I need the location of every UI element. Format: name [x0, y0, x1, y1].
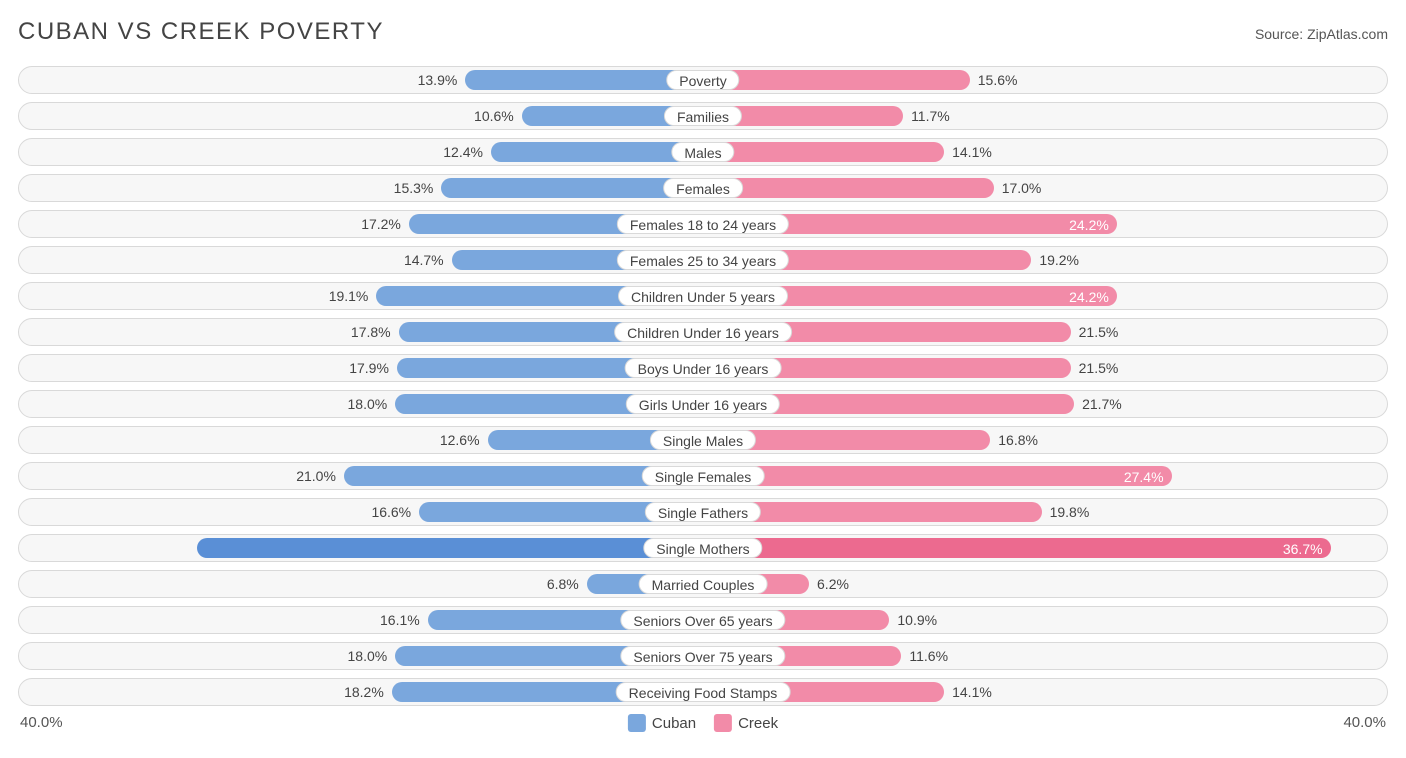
category-label: Males	[671, 142, 734, 162]
value-right: 21.5%	[1079, 355, 1119, 381]
bar-right	[703, 178, 994, 198]
legend-item-right: Creek	[714, 714, 778, 732]
bar-left: 29.6%	[197, 538, 703, 558]
category-label: Children Under 16 years	[614, 322, 792, 342]
chart-area: 13.9% 15.6% Poverty 10.6% 11.7% Families 12.4%…	[18, 66, 1388, 706]
value-right: 19.2%	[1039, 247, 1079, 273]
value-left: 6.8%	[547, 571, 579, 597]
value-left: 15.3%	[394, 175, 434, 201]
bar-row: 10.6% 11.7% Families	[18, 102, 1388, 130]
value-left: 16.1%	[380, 607, 420, 633]
category-label: Females 25 to 34 years	[617, 250, 789, 270]
bar-row: 19.1% 24.2% Children Under 5 years	[18, 282, 1388, 310]
legend-swatch-left	[628, 714, 646, 732]
value-left: 13.9%	[418, 67, 458, 93]
category-label: Poverty	[666, 70, 739, 90]
bar-right: 36.7%	[703, 538, 1331, 558]
bar-row: 17.9% 21.5% Boys Under 16 years	[18, 354, 1388, 382]
category-label: Receiving Food Stamps	[616, 682, 791, 702]
value-right: 17.0%	[1002, 175, 1042, 201]
value-right: 15.6%	[978, 67, 1018, 93]
value-left: 18.0%	[348, 643, 388, 669]
value-right: 24.2%	[1069, 214, 1109, 236]
value-right: 14.1%	[952, 139, 992, 165]
category-label: Single Females	[642, 466, 765, 486]
axis-max-right: 40.0%	[1343, 714, 1386, 731]
bar-row: 16.6% 19.8% Single Fathers	[18, 498, 1388, 526]
value-right: 36.7%	[1283, 538, 1323, 560]
category-label: Seniors Over 75 years	[620, 646, 785, 666]
value-left: 18.0%	[348, 391, 388, 417]
value-right: 21.5%	[1079, 319, 1119, 345]
value-right: 11.6%	[909, 643, 948, 669]
value-left: 17.9%	[349, 355, 389, 381]
value-right: 10.9%	[897, 607, 937, 633]
chart-footer: 40.0% Cuban Creek 40.0%	[18, 714, 1388, 744]
value-right: 11.7%	[911, 103, 950, 129]
category-label: Females 18 to 24 years	[617, 214, 789, 234]
chart-header: CUBAN VS CREEK POVERTY Source: ZipAtlas.…	[18, 18, 1388, 46]
axis-max-left: 40.0%	[20, 714, 63, 731]
category-label: Girls Under 16 years	[626, 394, 780, 414]
source-label: Source:	[1255, 26, 1303, 42]
category-label: Families	[664, 106, 742, 126]
bar-row: 12.6% 16.8% Single Males	[18, 426, 1388, 454]
value-right: 14.1%	[952, 679, 992, 705]
category-label: Single Males	[650, 430, 756, 450]
category-label: Boys Under 16 years	[625, 358, 782, 378]
value-right: 19.8%	[1050, 499, 1090, 525]
bar-row: 12.4% 14.1% Males	[18, 138, 1388, 166]
bar-row: 18.2% 14.1% Receiving Food Stamps	[18, 678, 1388, 706]
legend-label-left: Cuban	[652, 715, 696, 732]
category-label: Females	[663, 178, 743, 198]
value-left: 12.4%	[443, 139, 483, 165]
category-label: Married Couples	[639, 574, 768, 594]
bar-row: 29.6% 36.7% Single Mothers	[18, 534, 1388, 562]
value-left: 17.2%	[361, 211, 401, 237]
bar-row: 14.7% 19.2% Females 25 to 34 years	[18, 246, 1388, 274]
category-label: Single Mothers	[643, 538, 762, 558]
bar-right: 27.4%	[703, 466, 1172, 486]
bar-row: 6.8% 6.2% Married Couples	[18, 570, 1388, 598]
value-left: 21.0%	[296, 463, 336, 489]
value-left: 10.6%	[474, 103, 514, 129]
bar-row: 13.9% 15.6% Poverty	[18, 66, 1388, 94]
bar-right	[703, 70, 970, 90]
category-label: Children Under 5 years	[618, 286, 788, 306]
value-right: 27.4%	[1124, 466, 1164, 488]
legend-label-right: Creek	[738, 715, 778, 732]
value-left: 17.8%	[351, 319, 391, 345]
value-right: 24.2%	[1069, 286, 1109, 308]
value-left: 16.6%	[371, 499, 411, 525]
bar-row: 16.1% 10.9% Seniors Over 65 years	[18, 606, 1388, 634]
value-left: 19.1%	[329, 283, 369, 309]
bar-row: 18.0% 11.6% Seniors Over 75 years	[18, 642, 1388, 670]
bar-row: 18.0% 21.7% Girls Under 16 years	[18, 390, 1388, 418]
value-right: 16.8%	[998, 427, 1038, 453]
value-right: 6.2%	[817, 571, 849, 597]
value-left: 12.6%	[440, 427, 480, 453]
value-right: 21.7%	[1082, 391, 1122, 417]
bar-row: 17.8% 21.5% Children Under 16 years	[18, 318, 1388, 346]
legend-item-left: Cuban	[628, 714, 696, 732]
bar-row: 17.2% 24.2% Females 18 to 24 years	[18, 210, 1388, 238]
bar-row: 21.0% 27.4% Single Females	[18, 462, 1388, 490]
source-link[interactable]: ZipAtlas.com	[1307, 26, 1388, 42]
chart-source: Source: ZipAtlas.com	[1255, 26, 1388, 42]
value-left: 18.2%	[344, 679, 384, 705]
category-label: Seniors Over 65 years	[620, 610, 785, 630]
chart-title: CUBAN VS CREEK POVERTY	[18, 18, 384, 46]
legend: Cuban Creek	[628, 714, 778, 732]
category-label: Single Fathers	[645, 502, 761, 522]
bar-row: 15.3% 17.0% Females	[18, 174, 1388, 202]
legend-swatch-right	[714, 714, 732, 732]
value-left: 14.7%	[404, 247, 444, 273]
bar-right	[703, 142, 944, 162]
